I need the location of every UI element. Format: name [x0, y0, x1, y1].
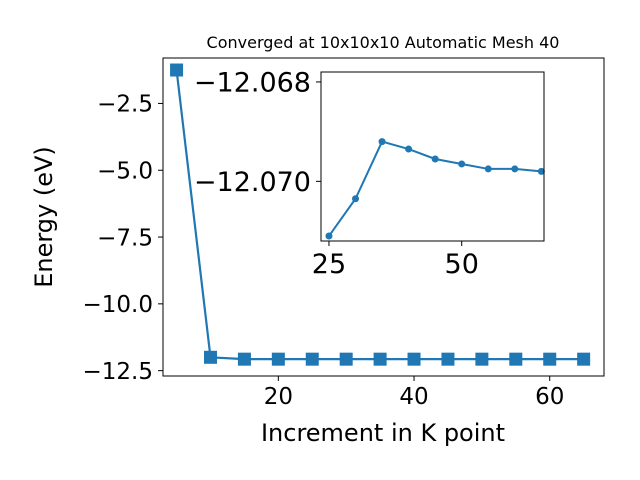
- main-data-point: [577, 352, 591, 366]
- main-ticks: 20 40 60 −2.5 −5.0 −7.5 −10.0 −12.5: [83, 92, 565, 410]
- main-data-point: [475, 352, 489, 366]
- main-data-point: [373, 352, 387, 366]
- main-data-point: [509, 352, 523, 366]
- inset-chart: 25 50 −12.070 −12.068: [194, 68, 545, 280]
- main-axes-frame: [162, 57, 605, 377]
- inset-data-point: [352, 195, 360, 203]
- inset-data-point: [458, 160, 466, 168]
- inset-ticks: 25 50 −12.070 −12.068: [194, 68, 479, 280]
- inset-background: [321, 72, 544, 241]
- main-data-point: [407, 352, 421, 366]
- inset-data-point: [325, 232, 333, 240]
- inset-data-point: [484, 165, 492, 173]
- inset-data-point: [405, 145, 413, 153]
- main-x-tick-label: 40: [399, 384, 428, 410]
- main-xlabel: Increment in K point: [261, 419, 505, 447]
- inset-y-tick-label: −12.068: [194, 68, 311, 99]
- main-ylabel: Energy (eV): [30, 146, 58, 288]
- main-series: [170, 63, 591, 366]
- main-data-point: [271, 352, 285, 366]
- main-y-tick-label: −2.5: [97, 92, 153, 118]
- main-y-tick-label: −7.5: [97, 225, 153, 251]
- main-data-point: [203, 350, 217, 364]
- main-x-tick-label: 60: [535, 384, 564, 410]
- inset-series: [325, 138, 545, 240]
- inset-data-point: [511, 165, 519, 173]
- main-data-point: [339, 352, 353, 366]
- inset-x-tick-label: 50: [445, 249, 479, 280]
- main-data-point: [543, 352, 557, 366]
- main-y-tick-label: −12.5: [83, 359, 153, 385]
- main-title: Converged at 10x10x10 Automatic Mesh 40: [207, 33, 560, 52]
- main-data-point: [305, 352, 319, 366]
- main-y-tick-label: −5.0: [97, 159, 153, 185]
- main-data-point: [441, 352, 455, 366]
- inset-data-point: [431, 155, 439, 163]
- main-x-tick-label: 20: [264, 384, 293, 410]
- inset-data-point: [537, 167, 545, 175]
- main-data-point: [237, 352, 251, 366]
- main-data-point: [170, 63, 184, 77]
- inset-axes-frame: [320, 71, 545, 242]
- main-chart: Converged at 10x10x10 Automatic Mesh 40 …: [30, 33, 605, 447]
- inset-data-point: [378, 138, 386, 146]
- main-y-tick-label: −10.0: [83, 292, 153, 318]
- inset-y-tick-label: −12.070: [194, 167, 311, 198]
- inset-x-tick-label: 25: [312, 249, 346, 280]
